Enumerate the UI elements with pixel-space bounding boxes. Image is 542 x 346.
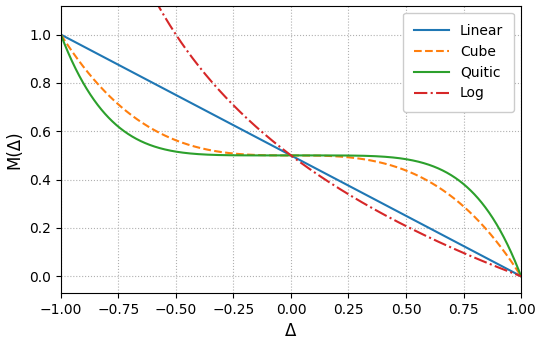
Log	[420, 233, 427, 237]
Legend: Linear, Cube, Quitic, Log: Linear, Cube, Quitic, Log	[403, 12, 514, 111]
Line: Quitic: Quitic	[61, 35, 521, 276]
Log	[505, 269, 511, 273]
Log	[269, 139, 276, 143]
Linear	[269, 144, 276, 148]
Quitic	[269, 153, 276, 157]
Linear	[81, 45, 88, 49]
Log	[518, 274, 524, 278]
Line: Log: Log	[61, 0, 521, 276]
X-axis label: Δ: Δ	[285, 322, 296, 340]
Quitic	[518, 274, 524, 278]
Cube	[57, 33, 64, 37]
Log	[504, 269, 511, 273]
Cube	[81, 66, 88, 70]
Line: Linear: Linear	[61, 35, 521, 276]
Linear	[504, 267, 511, 271]
Quitic	[504, 243, 511, 247]
Linear	[518, 274, 524, 278]
Log	[281, 148, 288, 153]
Quitic	[81, 83, 88, 87]
Cube	[504, 254, 511, 258]
Quitic	[281, 153, 288, 157]
Cube	[505, 254, 511, 258]
Quitic	[505, 243, 511, 247]
Linear	[505, 267, 511, 271]
Linear	[420, 223, 427, 227]
Linear	[57, 33, 64, 37]
Cube	[281, 153, 288, 157]
Cube	[518, 274, 524, 278]
Cube	[420, 176, 427, 180]
Line: Cube: Cube	[61, 35, 521, 276]
Y-axis label: M(Δ): M(Δ)	[5, 130, 23, 169]
Quitic	[420, 161, 427, 165]
Quitic	[57, 33, 64, 37]
Linear	[281, 150, 288, 154]
Cube	[269, 153, 276, 157]
